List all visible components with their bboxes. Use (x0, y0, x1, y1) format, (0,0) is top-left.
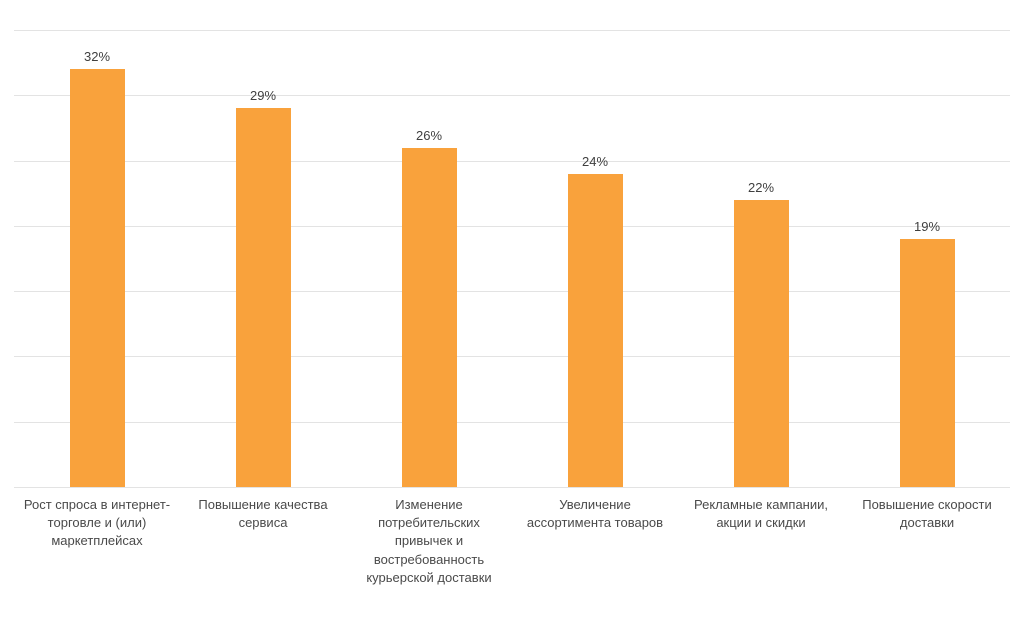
bar-column: 24% (512, 30, 678, 487)
bar-value-label: 29% (249, 88, 277, 104)
bar (401, 147, 457, 487)
bar (69, 69, 125, 487)
bar (567, 173, 623, 487)
gridline (14, 30, 1010, 31)
bar-column: 26% (346, 30, 512, 487)
bar-column: 19% (844, 30, 1010, 487)
bar-value-label: 22% (747, 179, 775, 195)
bar (899, 238, 955, 487)
plot-area: 32% 29% 26% 24% 22% 19% (14, 30, 1010, 488)
category-label: Повышение скорости доставки (862, 497, 992, 531)
gridline (14, 225, 1010, 227)
category-label: Увеличение ассортимента товаров (526, 497, 664, 531)
bars-container: 32% 29% 26% 24% 22% 19% (14, 30, 1010, 487)
category-label: Изменение потребительских привычек и вос… (366, 497, 492, 585)
gridline (14, 356, 1010, 358)
gridline (14, 95, 1010, 97)
category-label: Повышение качества сервиса (198, 497, 328, 531)
bar-column: 32% (14, 30, 180, 487)
bar-value-label: 26% (415, 127, 443, 143)
bar-value-label: 24% (581, 153, 609, 169)
category-label: Рост спроса в интернет-торговле и (или) … (23, 497, 171, 549)
bar (235, 108, 291, 487)
category-labels-row: Рост спроса в интернет-торговле и (или) … (14, 496, 1010, 587)
gridline (14, 487, 1010, 488)
gridlines (14, 30, 1010, 488)
gridline (14, 421, 1010, 423)
category-label: Рекламные кампании, акции и скидки (693, 497, 828, 531)
bar-value-label: 32% (83, 49, 111, 65)
bar-column: 22% (678, 30, 844, 487)
bar (733, 199, 789, 487)
gridline (14, 160, 1010, 162)
bar-column: 29% (180, 30, 346, 487)
bar-value-label: 19% (913, 218, 941, 234)
gridline (14, 291, 1010, 293)
